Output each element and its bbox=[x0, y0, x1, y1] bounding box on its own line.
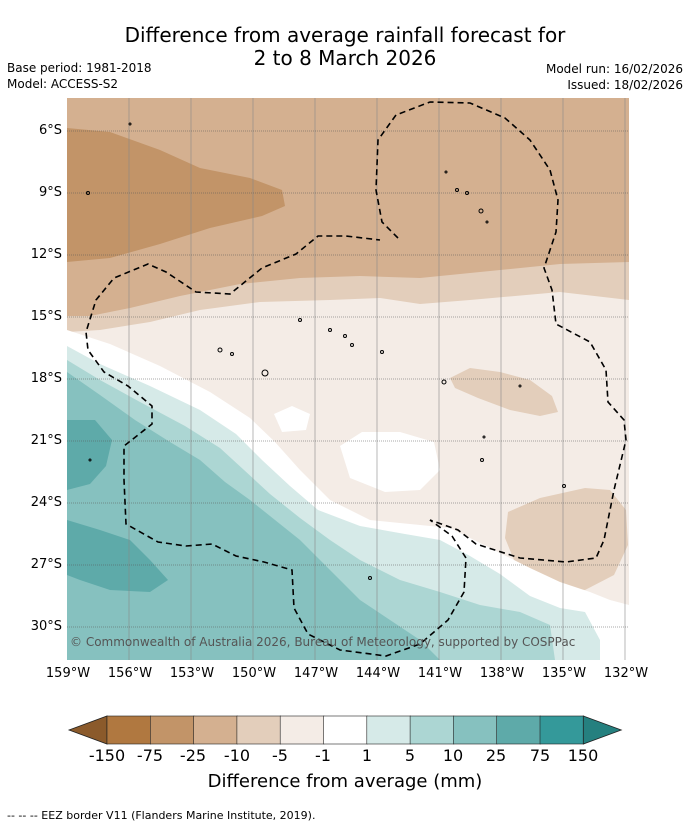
lon-label-150w: 150°W bbox=[231, 666, 277, 681]
colorbar-segment bbox=[323, 715, 368, 745]
meta-right: Model run: 16/02/2026 Issued: 18/02/2026 bbox=[546, 61, 683, 93]
lat-label-21s: 21°S bbox=[30, 433, 62, 448]
cb-tick-8: 10 bbox=[442, 746, 464, 765]
cb-tick-4: -5 bbox=[272, 746, 288, 765]
lat-label-30s: 30°S bbox=[30, 619, 62, 634]
dry-core bbox=[67, 128, 285, 262]
cb-tick-1: -75 bbox=[136, 746, 164, 765]
colorbar-label: Difference from average (mm) bbox=[207, 771, 483, 792]
model-name: Model: ACCESS-S2 bbox=[7, 77, 119, 91]
model-run: Model run: 16/02/2026 bbox=[545, 62, 683, 76]
cb-tick-5: -1 bbox=[315, 746, 331, 765]
colorbar-segment bbox=[106, 715, 152, 745]
colorbar-segment bbox=[236, 715, 281, 745]
lat-label-6s: 6°S bbox=[38, 123, 62, 138]
colorbar-segment bbox=[279, 715, 325, 745]
wet-band-3 bbox=[67, 372, 440, 660]
neutral-patch-2 bbox=[274, 406, 310, 432]
eez-border-line bbox=[85, 101, 627, 657]
lon-label-147w: 147°W bbox=[293, 666, 339, 681]
colorbar-segment bbox=[150, 715, 195, 745]
lon-label-138w: 138°W bbox=[479, 666, 525, 681]
colorbar-segment bbox=[539, 715, 585, 745]
cb-tick-2: -25 bbox=[179, 746, 207, 765]
lat-label-12s: 12°S bbox=[30, 247, 62, 262]
lat-label-15s: 15°S bbox=[30, 309, 62, 324]
lon-label-159w: 159°W bbox=[45, 666, 91, 681]
cb-tick-10: 75 bbox=[529, 746, 551, 765]
colorbar-segment bbox=[496, 715, 541, 745]
colorbar-arrow-low bbox=[67, 715, 108, 745]
eez-legend-note: -- -- -- EEZ border V11 (Flanders Marine… bbox=[7, 809, 316, 822]
lon-label-144w: 144°W bbox=[355, 666, 401, 681]
base-period: Base period: 1981-2018 bbox=[7, 61, 152, 75]
wet-core-2 bbox=[67, 520, 168, 592]
map-panel: © Commonwealth of Australia 2026, Bureau… bbox=[67, 98, 629, 660]
colorbar-arrow-high bbox=[582, 715, 623, 745]
neutral-patch-1 bbox=[340, 432, 440, 492]
lat-label-18s: 18°S bbox=[30, 371, 62, 386]
dry-band-medium bbox=[67, 98, 629, 316]
lon-label-156w: 156°W bbox=[107, 666, 153, 681]
cb-tick-11: 150 bbox=[567, 746, 599, 765]
wet-core bbox=[67, 420, 112, 490]
lat-label-9s: 9°S bbox=[38, 185, 62, 200]
cb-tick-9: 25 bbox=[485, 746, 507, 765]
map-title: Difference from average rainfall forecas… bbox=[0, 24, 690, 70]
title-line-2: 2 to 8 March 2026 bbox=[253, 46, 437, 70]
islands bbox=[86, 122, 566, 580]
lon-label-132w: 132°W bbox=[603, 666, 649, 681]
issued-date: Issued: 18/02/2026 bbox=[567, 78, 683, 92]
lat-label-24s: 24°S bbox=[30, 495, 62, 510]
lon-label-135w: 135°W bbox=[541, 666, 587, 681]
dry-patch-central bbox=[450, 368, 558, 416]
copyright-text: © Commonwealth of Australia 2026, Bureau… bbox=[70, 635, 575, 649]
cb-tick-3: -10 bbox=[223, 746, 251, 765]
meta-left: Base period: 1981-2018 Model: ACCESS-S2 bbox=[7, 60, 152, 92]
colorbar-segment bbox=[366, 715, 411, 745]
colorbar-segment bbox=[193, 715, 238, 745]
cb-tick-0: -150 bbox=[88, 746, 126, 765]
lat-grid-lines bbox=[67, 130, 629, 628]
cb-tick-7: 5 bbox=[404, 746, 416, 765]
dry-patch-east bbox=[505, 488, 628, 590]
lon-label-153w: 153°W bbox=[169, 666, 215, 681]
lat-label-27s: 27°S bbox=[30, 557, 62, 572]
cb-tick-6: 1 bbox=[361, 746, 373, 765]
colorbar bbox=[67, 715, 623, 745]
colorbar-segment bbox=[453, 715, 498, 745]
lon-label-141w: 141°W bbox=[417, 666, 463, 681]
colorbar-segment bbox=[409, 715, 455, 745]
title-line-1: Difference from average rainfall forecas… bbox=[124, 23, 566, 47]
